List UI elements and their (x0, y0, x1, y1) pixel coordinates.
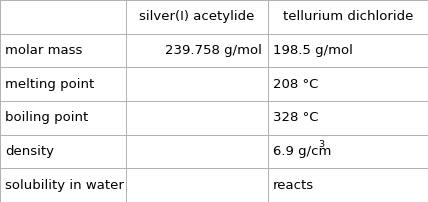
Text: 328 °C: 328 °C (273, 111, 318, 124)
Text: tellurium dichloride: tellurium dichloride (282, 10, 413, 23)
Text: 239.758 g/mol: 239.758 g/mol (166, 44, 262, 57)
Text: silver(I) acetylide: silver(I) acetylide (139, 10, 255, 23)
Text: 6.9 g/cm: 6.9 g/cm (273, 145, 331, 158)
Text: density: density (5, 145, 54, 158)
Text: boiling point: boiling point (5, 111, 89, 124)
Text: 208 °C: 208 °C (273, 78, 318, 91)
Text: 198.5 g/mol: 198.5 g/mol (273, 44, 353, 57)
Text: 3: 3 (318, 140, 324, 149)
Text: reacts: reacts (273, 179, 314, 192)
Text: melting point: melting point (5, 78, 95, 91)
Text: molar mass: molar mass (5, 44, 83, 57)
Text: solubility in water: solubility in water (5, 179, 124, 192)
